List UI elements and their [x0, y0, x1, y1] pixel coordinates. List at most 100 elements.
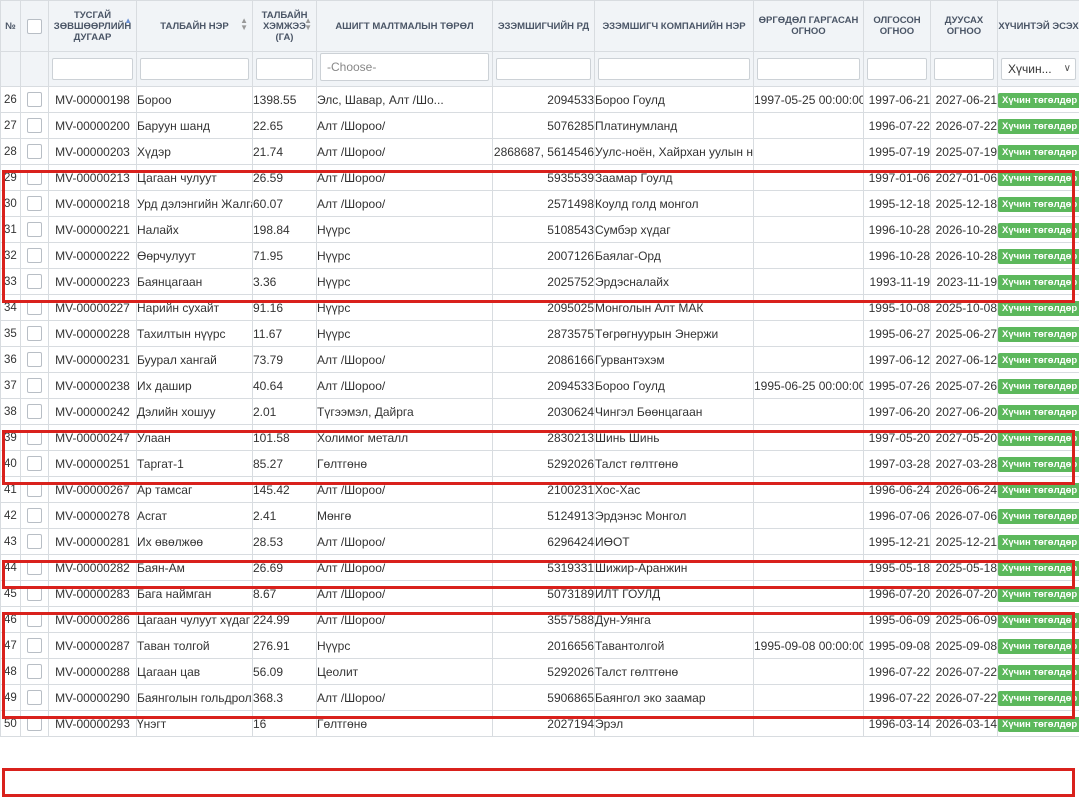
row-checkbox[interactable] — [27, 456, 42, 471]
owner-name: Шинь Шинь — [595, 425, 754, 451]
status-cell: Хүчин төгөлдөр — [998, 555, 1079, 581]
license-number: MV-00000221 — [49, 217, 137, 243]
filter-expires-input[interactable] — [934, 58, 994, 80]
col-header-status[interactable]: ХҮЧИНТЭЙ ЭСЭХ — [998, 1, 1079, 52]
col-header-issued[interactable]: ОЛГОСОН ОГНОО — [864, 1, 931, 52]
row-checkbox[interactable] — [27, 508, 42, 523]
col-header-area-name[interactable]: ТАЛБАЙН НЭР▲▼ — [137, 1, 253, 52]
row-checkbox-cell — [21, 425, 49, 451]
row-checkbox[interactable] — [27, 196, 42, 211]
sort-icon[interactable]: ▲▼ — [240, 17, 248, 31]
row-checkbox[interactable] — [27, 170, 42, 185]
issued-date: 1995-07-26 — [864, 373, 931, 399]
expiry-date: 2026-07-22 — [931, 113, 998, 139]
col-header-area-size[interactable]: ТАЛБАЙН ХЭМЖЭЭ (ГА)▲▼ — [253, 1, 317, 52]
row-checkbox-cell — [21, 711, 49, 737]
filter-extended-input[interactable] — [757, 58, 860, 80]
filter-area-size-input[interactable] — [256, 58, 313, 80]
select-all-checkbox[interactable] — [27, 19, 42, 34]
extended-date: 1995-06-25 00:00:00 — [754, 373, 864, 399]
area-name: Цагаан чулуут хүдаг — [137, 607, 253, 633]
row-checkbox[interactable] — [27, 326, 42, 341]
filter-owner-id-input[interactable] — [496, 58, 591, 80]
sort-icon[interactable]: ▲▼ — [304, 17, 312, 31]
row-checkbox-cell — [21, 373, 49, 399]
filter-mineral-select[interactable]: -Choose- — [320, 53, 489, 81]
extended-date — [754, 295, 864, 321]
row-checkbox[interactable] — [27, 664, 42, 679]
row-checkbox[interactable] — [27, 586, 42, 601]
license-number: MV-00000287 — [49, 633, 137, 659]
area-name: Хүдэр — [137, 139, 253, 165]
row-checkbox[interactable] — [27, 690, 42, 705]
row-checkbox[interactable] — [27, 716, 42, 731]
license-number: MV-00000281 — [49, 529, 137, 555]
owner-id: 5076285 — [493, 113, 595, 139]
mineral-type: Нүүрс — [317, 321, 493, 347]
issued-date: 1997-05-20 — [864, 425, 931, 451]
col-header-expires[interactable]: ДУУСАХ ОГНОО — [931, 1, 998, 52]
filter-cell-empty — [1, 52, 21, 87]
area-name: Ар тамсаг — [137, 477, 253, 503]
owner-id: 5124913 — [493, 503, 595, 529]
row-checkbox[interactable] — [27, 378, 42, 393]
row-checkbox[interactable] — [27, 430, 42, 445]
owner-name: Бороо Гоулд — [595, 87, 754, 113]
row-checkbox[interactable] — [27, 144, 42, 159]
row-checkbox[interactable] — [27, 482, 42, 497]
filter-owner-name-input[interactable] — [598, 58, 750, 80]
row-checkbox[interactable] — [27, 638, 42, 653]
row-checkbox[interactable] — [27, 118, 42, 133]
row-checkbox[interactable] — [27, 92, 42, 107]
status-badge: Хүчин төгөлдөр — [998, 301, 1079, 316]
col-header-owner-id[interactable]: ЭЗЭМШИГЧИЙН РД — [493, 1, 595, 52]
row-checkbox[interactable] — [27, 534, 42, 549]
row-checkbox[interactable] — [27, 404, 42, 419]
mineral-type: Алт /Шороо/ — [317, 529, 493, 555]
col-header-mineral[interactable]: АШИГТ МАЛТМАЛЫН ТӨРӨЛ — [317, 1, 493, 52]
col-header-owner-name[interactable]: ЭЗЭМШИГЧ КОМПАНИЙН НЭР — [595, 1, 754, 52]
col-header-license[interactable]: ТУСГАЙ ЗӨВШӨӨРЛИЙН ДУГААР▲ — [49, 1, 137, 52]
filter-issued-input[interactable] — [867, 58, 927, 80]
row-checkbox[interactable] — [27, 274, 42, 289]
filter-status-select[interactable]: Хүчин...∨ — [1001, 58, 1076, 80]
area-size: 1398.55 — [253, 87, 317, 113]
row-checkbox[interactable] — [27, 560, 42, 575]
filter-license-input[interactable] — [52, 58, 133, 80]
row-checkbox[interactable] — [27, 612, 42, 627]
row-checkbox[interactable] — [27, 222, 42, 237]
row-checkbox[interactable] — [27, 352, 42, 367]
expiry-date: 2025-09-08 — [931, 633, 998, 659]
status-cell: Хүчин төгөлдөр — [998, 269, 1079, 295]
row-checkbox[interactable] — [27, 248, 42, 263]
filter-area-name-input[interactable] — [140, 58, 249, 80]
sort-icon[interactable]: ▲ — [124, 17, 132, 24]
col-header-extended[interactable]: ӨРГӨДӨЛ ГАРГАСАН ОГНОО — [754, 1, 864, 52]
row-checkbox[interactable] — [27, 300, 42, 315]
